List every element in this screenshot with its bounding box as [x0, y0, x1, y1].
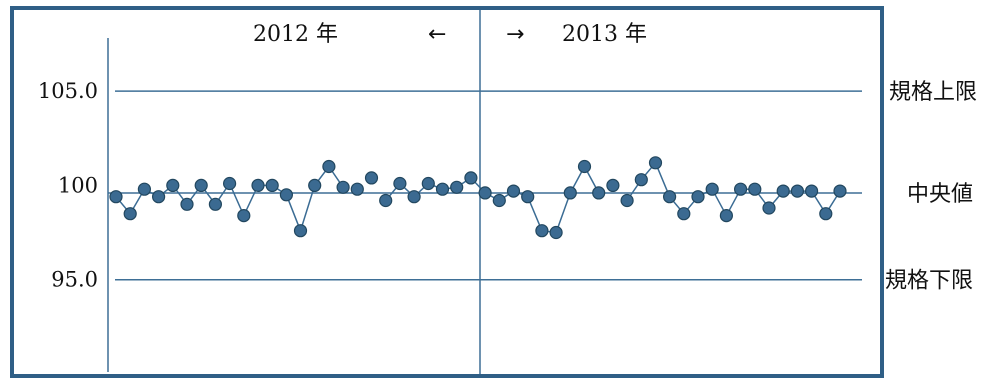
data-point: [492, 193, 506, 208]
right-arrow-icon: →: [506, 22, 524, 47]
data-point: [464, 171, 478, 185]
data-point: [393, 176, 407, 191]
data-point: [364, 171, 379, 185]
data-point: [819, 207, 833, 221]
data-point: [435, 182, 450, 196]
data-point: [478, 186, 492, 200]
data-point: [833, 184, 847, 198]
data-point: [450, 180, 464, 194]
data-point: [662, 190, 677, 204]
data-point: [648, 156, 663, 170]
year-2013-label: 2013 年: [562, 22, 647, 47]
data-point: [194, 178, 208, 192]
data-point: [407, 190, 421, 204]
lower-spec-label: 規格下限: [885, 269, 973, 294]
data-point: [166, 178, 180, 192]
data-point: [421, 176, 435, 191]
data-point: [137, 182, 151, 196]
year-2012-label: 2012 年: [253, 22, 338, 47]
data-point: [549, 225, 563, 240]
data-point: [804, 184, 819, 198]
data-point: [265, 178, 279, 192]
data-point: [691, 190, 705, 204]
data-point: [606, 178, 620, 192]
series-layer: [109, 156, 847, 240]
data-point: [180, 197, 194, 211]
data-point: [308, 178, 322, 192]
data-point: [748, 182, 762, 196]
data-point: [563, 186, 577, 200]
data-point: [322, 159, 336, 174]
data-point: [152, 190, 166, 204]
data-point: [237, 209, 251, 223]
data-point: [733, 182, 748, 196]
left-arrow-icon: ←: [428, 22, 446, 47]
data-point: [762, 201, 776, 215]
data-point: [223, 176, 237, 191]
data-point: [634, 173, 648, 187]
data-point: [251, 178, 265, 192]
data-point: [336, 180, 350, 194]
data-point: [790, 184, 805, 198]
data-point: [521, 190, 535, 204]
median-label: 中央値: [907, 182, 973, 207]
data-point: [123, 207, 137, 221]
data-point: [506, 184, 521, 198]
data-point: [776, 184, 790, 198]
data-point: [350, 182, 364, 196]
data-point: [279, 188, 293, 202]
y-tick-label: 100: [58, 173, 98, 197]
data-point: [208, 197, 222, 211]
series-line: [115, 161, 841, 234]
data-point: [109, 190, 123, 204]
data-point: [592, 186, 606, 200]
chart-frame: [10, 6, 884, 378]
data-point: [719, 209, 734, 223]
y-tick-label: 95.0: [51, 268, 98, 292]
data-point: [293, 224, 308, 238]
data-point: [620, 193, 634, 208]
data-point: [379, 193, 393, 208]
y-tick-label: 105.0: [38, 79, 98, 103]
upper-spec-label: 規格上限: [889, 80, 977, 105]
data-point: [705, 182, 719, 196]
data-point: [677, 207, 691, 221]
data-point: [535, 224, 549, 238]
data-point: [577, 159, 592, 174]
